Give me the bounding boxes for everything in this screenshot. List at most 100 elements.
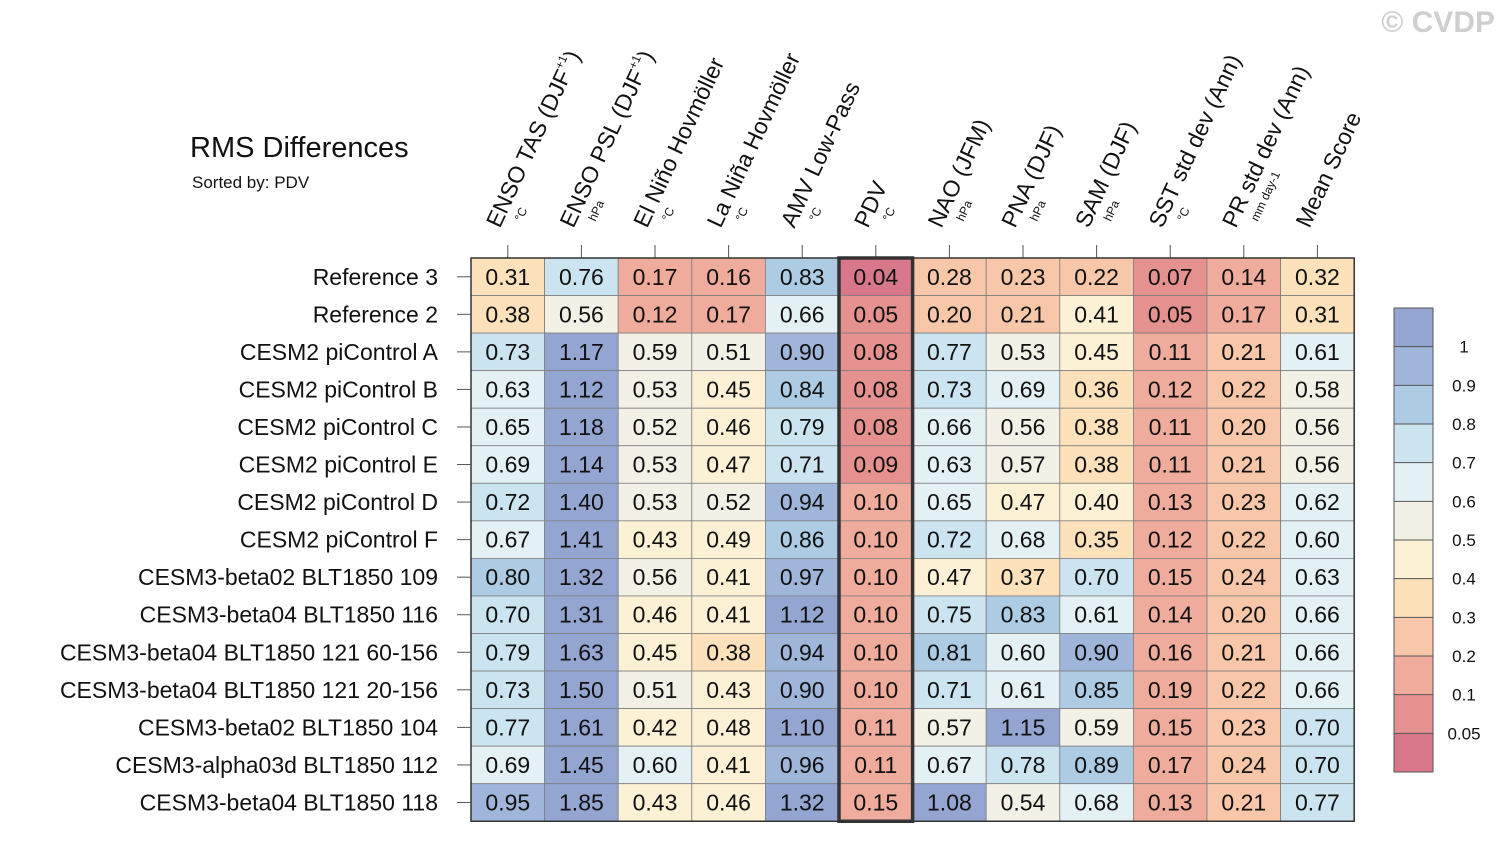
heatmap-cell bbox=[912, 295, 987, 334]
row-label: CESM2 piControl A bbox=[240, 339, 439, 365]
column-unit: °C bbox=[1174, 205, 1193, 223]
heatmap-cell bbox=[1133, 445, 1208, 484]
cell-value: 0.05 bbox=[853, 301, 898, 327]
heatmap-cell bbox=[838, 745, 913, 785]
cell-value: 0.90 bbox=[1074, 639, 1119, 665]
heatmap-cell bbox=[1133, 332, 1208, 372]
heatmap-cell bbox=[1280, 482, 1355, 522]
cell-value: 0.45 bbox=[1074, 339, 1119, 365]
cell-value: 0.04 bbox=[853, 264, 898, 290]
cell-value: 0.22 bbox=[1221, 677, 1266, 703]
cell-value: 1.10 bbox=[780, 714, 825, 740]
heatmap-cell bbox=[985, 708, 1061, 747]
heatmap-cell bbox=[1059, 445, 1134, 484]
heatmap-cell bbox=[1206, 482, 1281, 522]
heatmap-cell bbox=[691, 708, 766, 747]
heatmap-cell bbox=[691, 370, 766, 409]
heatmap-cell bbox=[544, 445, 619, 484]
cell-value: 0.41 bbox=[1074, 301, 1119, 327]
cell-value: 0.17 bbox=[633, 264, 678, 290]
heatmap-cell bbox=[691, 520, 766, 559]
heatmap-cell bbox=[1133, 745, 1208, 785]
cell-value: 0.65 bbox=[485, 414, 530, 440]
row-label: CESM2 piControl D bbox=[237, 489, 438, 515]
cell-value: 0.41 bbox=[706, 564, 751, 590]
cell-value: 0.71 bbox=[927, 677, 972, 703]
cell-value: 1.14 bbox=[559, 452, 604, 478]
cell-value: 0.79 bbox=[485, 639, 530, 665]
cell-value: 0.12 bbox=[1148, 527, 1193, 553]
cell-value: 0.61 bbox=[1295, 339, 1340, 365]
cell-value: 0.28 bbox=[927, 264, 972, 290]
row-labels: Reference 3 Reference 2 CESM2 piControl A C… bbox=[60, 264, 471, 815]
cell-value: 0.07 bbox=[1148, 264, 1193, 290]
cell-value: 0.05 bbox=[1148, 301, 1193, 327]
cell-value: 0.90 bbox=[780, 339, 825, 365]
heatmap-cell bbox=[838, 407, 913, 447]
heatmap-cell bbox=[838, 445, 913, 484]
cell-value: 0.70 bbox=[485, 602, 530, 628]
cell-value: 0.21 bbox=[1221, 339, 1266, 365]
colorbar-label: 0.6 bbox=[1452, 492, 1476, 511]
column-label: AMV Low-Pass bbox=[775, 78, 865, 231]
cell-value: 0.61 bbox=[1001, 677, 1046, 703]
cell-value: 0.13 bbox=[1148, 489, 1193, 515]
cell-value: 1.85 bbox=[559, 789, 604, 815]
cell-value: 1.61 bbox=[559, 714, 604, 740]
row-label: Reference 2 bbox=[313, 301, 438, 327]
cell-value: 0.70 bbox=[1074, 564, 1119, 590]
heatmap-cell bbox=[470, 445, 545, 484]
heatmap-cell bbox=[1059, 595, 1134, 634]
cell-value: 0.53 bbox=[633, 452, 678, 478]
cell-value: 0.52 bbox=[633, 414, 678, 440]
cell-value: 0.10 bbox=[853, 602, 898, 628]
heatmap-cell bbox=[985, 370, 1061, 409]
cell-value: 0.21 bbox=[1221, 789, 1266, 815]
heatmap-cell bbox=[544, 295, 619, 334]
cell-value: 0.35 bbox=[1074, 527, 1119, 553]
cell-value: 1.31 bbox=[559, 602, 604, 628]
row-label: Reference 3 bbox=[313, 264, 438, 290]
heatmap-cell bbox=[617, 670, 693, 709]
cell-value: 0.59 bbox=[1074, 714, 1119, 740]
heatmap-cell bbox=[838, 482, 913, 522]
heatmap-cell bbox=[544, 257, 619, 296]
heatmap-cell bbox=[1133, 520, 1208, 559]
heatmap-cell bbox=[1280, 520, 1355, 559]
cell-value: 0.46 bbox=[633, 602, 678, 628]
heatmap-cell bbox=[912, 783, 987, 822]
column-label: Mean Score bbox=[1290, 108, 1366, 231]
heatmap-cell bbox=[1280, 257, 1355, 296]
cell-value: 0.78 bbox=[1001, 752, 1046, 778]
heatmap-cell bbox=[1059, 332, 1134, 372]
colorbar-segment bbox=[1394, 733, 1433, 772]
cell-value: 0.53 bbox=[1001, 339, 1046, 365]
heatmap-cell bbox=[985, 670, 1061, 709]
colorbar-label: 0.5 bbox=[1452, 531, 1476, 550]
cell-value: 0.53 bbox=[633, 489, 678, 515]
heatmap-cell bbox=[1206, 257, 1281, 296]
heatmap-cell bbox=[617, 783, 693, 822]
cell-value: 0.84 bbox=[780, 376, 825, 402]
colorbar-segment bbox=[1394, 346, 1433, 386]
cell-value: 1.45 bbox=[559, 752, 604, 778]
heatmap-cell bbox=[765, 745, 840, 785]
cell-value: 0.42 bbox=[633, 714, 678, 740]
cell-value: 1.12 bbox=[780, 602, 825, 628]
cell-value: 0.15 bbox=[1148, 564, 1193, 590]
heatmap-cell bbox=[838, 370, 913, 409]
heatmap-cell bbox=[985, 482, 1061, 522]
cell-value: 0.20 bbox=[927, 301, 972, 327]
heatmap-cell bbox=[1133, 558, 1208, 597]
row-label: CESM2 piControl C bbox=[237, 414, 438, 440]
heatmap-cell bbox=[470, 745, 545, 785]
cell-value: 1.32 bbox=[559, 564, 604, 590]
heatmap-cell bbox=[1280, 595, 1355, 634]
cell-value: 0.67 bbox=[927, 752, 972, 778]
cell-value: 0.46 bbox=[706, 789, 751, 815]
heatmap-cell bbox=[765, 257, 840, 296]
heatmap-cell bbox=[912, 745, 987, 785]
heatmap-cell bbox=[544, 745, 619, 785]
heatmap-cell bbox=[617, 558, 693, 597]
